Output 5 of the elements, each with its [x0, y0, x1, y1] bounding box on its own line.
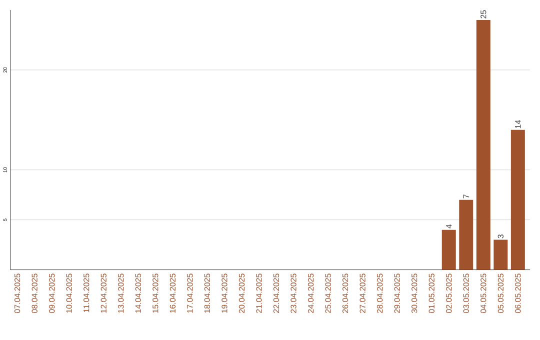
- bar: [476, 20, 490, 270]
- bar: [459, 200, 474, 270]
- bar: [442, 230, 456, 270]
- bar: [510, 130, 525, 270]
- bar: [494, 240, 508, 270]
